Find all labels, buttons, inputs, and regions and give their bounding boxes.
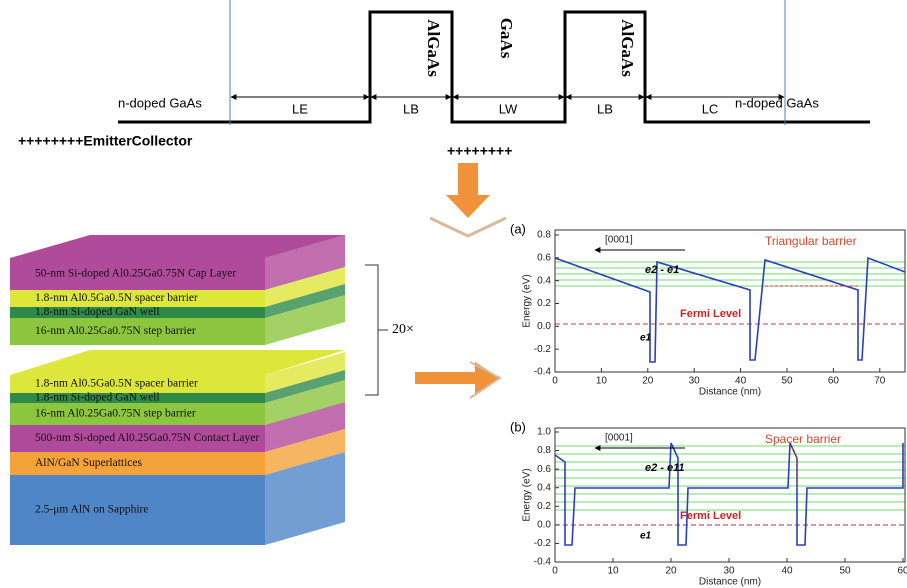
bracket	[365, 265, 388, 395]
x-tick-label: 40	[781, 566, 793, 577]
levels-label: e2 - e11	[645, 462, 685, 474]
x-tick-label: 30	[723, 566, 735, 577]
width-label: LE	[292, 101, 308, 116]
ground-label: e1	[640, 531, 652, 542]
region-label: n-doped GaAs	[118, 95, 202, 110]
plots: 0.80.60.40.20.0-0.2-0.4010203040506070Di…	[510, 221, 907, 587]
direction: [0001]	[605, 433, 633, 444]
y-tick-label: 0.6	[537, 252, 551, 263]
y-tick-label: 0.2	[537, 501, 551, 512]
charges: ++++++++	[447, 143, 512, 159]
figure: n-doped GaAs n-doped GaAs LE LB LW LB LC…	[0, 0, 907, 588]
y-tick-label: -0.4	[534, 557, 552, 568]
width-label: LW	[499, 101, 518, 116]
y-tick-label: -0.2	[534, 344, 552, 355]
right-arrow	[415, 362, 500, 394]
x-axis-label: Distance (nm)	[699, 577, 761, 588]
y-tick-label: 1.0	[537, 427, 551, 438]
plot-frame	[555, 230, 905, 372]
x-tick-label: 20	[642, 376, 654, 387]
panel-label: (a)	[510, 221, 526, 236]
y-tick-label: -0.4	[534, 367, 552, 378]
x-tick-label: 0	[552, 566, 558, 577]
x-tick-label: 50	[839, 566, 851, 577]
layer-label: 500-nm Si-doped Al0.25Ga0.75N Contact La…	[35, 432, 259, 444]
dashed-level	[790, 443, 797, 488]
layer-label: 1.8-nm Al0.5Ga0.5N spacer barrier	[35, 292, 198, 304]
down-arrow	[446, 163, 490, 218]
layer-label: 1.8-nm Si-doped GaN well	[35, 306, 160, 318]
layer-stack: 50-nm Si-doped Al0.25Ga0.75N Cap Layer 1.…	[10, 235, 345, 545]
emitter-collector: ++++++++EmitterCollector	[18, 133, 193, 149]
x-tick-label: 60	[897, 566, 907, 577]
levels	[555, 262, 905, 286]
x-tick-label: 0	[552, 376, 558, 387]
x-tick-label: 20	[665, 566, 677, 577]
x-tick-label: 30	[689, 376, 701, 387]
x-tick-label: 10	[596, 376, 608, 387]
x-tick-label: 70	[874, 376, 886, 387]
direction: [0001]	[605, 235, 633, 246]
y-tick-label: -0.2	[534, 538, 552, 549]
layer-label: AlGaAs	[618, 19, 637, 77]
panel-label: (b)	[510, 419, 526, 434]
y-tick-label: 0.0	[537, 519, 551, 530]
y-tick-label: 0.8	[537, 230, 551, 241]
layer-label: GaAs	[497, 18, 516, 59]
x-tick-label: 50	[781, 376, 793, 387]
layer-label: AlN/GaN Superlattices	[35, 457, 143, 469]
fermi-label: Fermi Level	[680, 510, 741, 522]
y-tick-label: 0.8	[537, 445, 551, 456]
repeat-label: 20×	[392, 322, 414, 337]
width-labels: LE LB LW LB LC	[292, 101, 718, 116]
plot-title: Spacer barrier	[765, 432, 841, 446]
y-axis-label: Energy (eV)	[522, 468, 533, 521]
x-tick-label: 40	[735, 376, 747, 387]
layer-label: 16-nm Al0.25Ga0.75N step barrier	[35, 325, 196, 337]
levels-label: e2 - e1	[645, 264, 679, 276]
width-label: LB	[597, 101, 613, 116]
ground-label: e1	[640, 333, 652, 344]
x-axis-label: Distance (nm)	[699, 387, 761, 398]
y-tick-label: 0.0	[537, 321, 551, 332]
layer-label: 2.5-μm AlN on Sapphire	[35, 504, 149, 516]
y-axis-label: Energy (eV)	[522, 274, 533, 327]
chevron	[430, 218, 506, 236]
levels	[555, 446, 905, 510]
plot-title: Triangular barrier	[765, 234, 857, 248]
layer-label: 16-nm Al0.25Ga0.75N step barrier	[35, 408, 196, 420]
y-tick-label: 0.2	[537, 298, 551, 309]
layer-label: 50-nm Si-doped Al0.25Ga0.75N Cap Layer	[35, 268, 236, 280]
x-tick-label: 10	[607, 566, 619, 577]
y-tick-label: 0.4	[537, 482, 551, 493]
layer-label: AlGaAs	[424, 19, 443, 77]
layer-label: 1.8-nm Al0.5Ga0.5N spacer barrier	[35, 378, 198, 390]
y-tick-label: 0.4	[537, 275, 551, 286]
y-tick-label: 0.6	[537, 464, 551, 475]
x-tick-label: 60	[828, 376, 840, 387]
layer-label: 1.8-nm Si-doped GaN well	[35, 392, 160, 404]
fermi-label: Fermi Level	[680, 308, 741, 320]
region-label: n-doped GaAs	[735, 95, 819, 110]
width-label: LC	[702, 101, 719, 116]
width-label: LB	[403, 101, 419, 116]
